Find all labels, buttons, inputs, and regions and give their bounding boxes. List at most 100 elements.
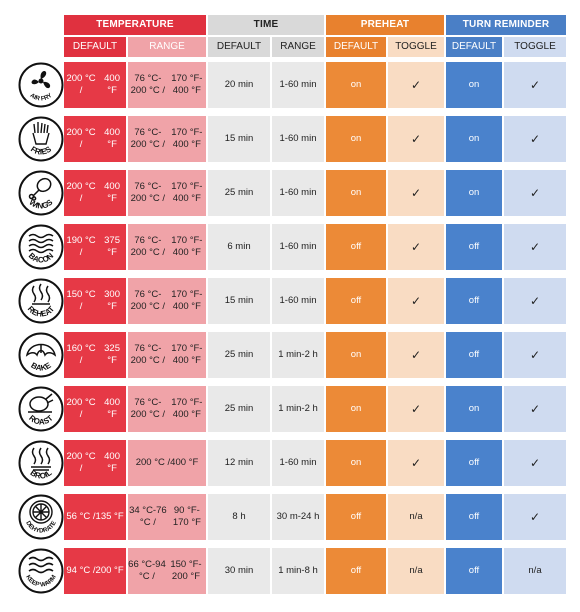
cell-line: 170 °F-400 °F — [171, 235, 203, 258]
time-default-cell: 15 min — [208, 278, 270, 324]
cell-line: 190 °C / — [66, 235, 96, 258]
column-header-preheat-default: DEFAULT — [326, 37, 386, 57]
time-range-cell: 1-60 min — [272, 224, 324, 270]
reminder-default-cell: off — [446, 332, 502, 378]
temp-default-cell: 200 °C / 400 °F — [64, 62, 126, 108]
cell-line: 200 °F — [95, 565, 124, 577]
reminder-default-cell: on — [446, 116, 502, 162]
preheat-default-cell: off — [326, 224, 386, 270]
reminder-toggle-cell: ✓ — [504, 386, 566, 432]
reminder-toggle-cell: ✓ — [504, 440, 566, 486]
reminder-toggle-cell: n/a — [504, 548, 566, 594]
temp-default-cell: 160 °C / 325 °F — [64, 332, 126, 378]
reminder-toggle-cell: ✓ — [504, 62, 566, 108]
reminder-toggle-cell: ✓ — [504, 278, 566, 324]
column-header-reminder-default: DEFAULT — [446, 37, 502, 57]
preheat-default-cell: on — [326, 116, 386, 162]
temp-range-cell: 76 °C-200 °C /170 °F-400 °F — [128, 62, 206, 108]
column-header-temp-range: RANGE — [128, 37, 206, 57]
time-range-cell: 1-60 min — [272, 278, 324, 324]
preheat-toggle-cell: ✓ — [388, 170, 444, 216]
mode-label: ROAST — [27, 413, 55, 426]
fan-icon: AIR FRY — [18, 62, 64, 108]
column-header-reminder-toggle: TOGGLE — [504, 37, 566, 57]
reminder-default-cell: off — [446, 224, 502, 270]
cell-line: 76 °C-200 °C / — [130, 235, 166, 258]
time-range-cell: 1 min-8 h — [272, 548, 324, 594]
reminder-default-cell: off — [446, 494, 502, 540]
cell-line: 170 °F-400 °F — [171, 343, 203, 366]
cell-line: 76 °C-200 °C / — [130, 343, 166, 366]
reminder-default-cell: off — [446, 440, 502, 486]
reminder-default-cell: off — [446, 548, 502, 594]
cell-line: 400 °F — [104, 451, 120, 474]
cell-line: 400 °F — [104, 397, 120, 420]
fries-icon: FRIES — [18, 116, 64, 162]
cell-line: 56 °C / — [66, 511, 96, 523]
preheat-default-cell: on — [326, 386, 386, 432]
cell-line: 170 °F-400 °F — [171, 289, 203, 312]
temp-default-cell: 56 °C /135 °F — [64, 494, 126, 540]
time-default-cell: 25 min — [208, 170, 270, 216]
cell-line: 400 °F — [104, 127, 120, 150]
preheat-toggle-cell: ✓ — [388, 62, 444, 108]
time-default-cell: 30 min — [208, 548, 270, 594]
cell-line: 170 °F-400 °F — [171, 397, 203, 420]
time-default-cell: 25 min — [208, 386, 270, 432]
preheat-default-cell: off — [326, 548, 386, 594]
temp-default-cell: 190 °C / 375 °F — [64, 224, 126, 270]
steam-icon: REHEAT — [18, 278, 64, 324]
time-default-cell: 20 min — [208, 62, 270, 108]
time-range-cell: 1-60 min — [272, 116, 324, 162]
cell-line: 90 °F-170 °F — [172, 505, 201, 528]
cell-line: 76 °C-200 °C / — [130, 73, 166, 96]
reminder-default-cell: on — [446, 170, 502, 216]
temp-range-cell: 34 °C-76 °C /90 °F-170 °F — [128, 494, 206, 540]
reminder-toggle-cell: ✓ — [504, 494, 566, 540]
cell-line: 200 °C / — [66, 127, 96, 150]
svg-text:REHEAT: REHEAT — [26, 304, 57, 318]
temp-range-cell: 76 °C-200 °C /170 °F-400 °F — [128, 332, 206, 378]
svg-text:BACON: BACON — [27, 251, 56, 264]
cell-line: 325 °F — [104, 343, 120, 366]
cell-line: 200 °C / — [66, 397, 96, 420]
cell-line: 300 °F — [104, 289, 120, 312]
temp-range-cell: 76 °C-200 °C /170 °F-400 °F — [128, 224, 206, 270]
svg-text:WINGS: WINGS — [28, 197, 55, 210]
croissant-icon: BAKE — [18, 332, 64, 378]
time-default-cell: 25 min — [208, 332, 270, 378]
warm-waves-icon: KEEP WARM — [18, 548, 64, 594]
time-range-cell: 1 min-2 h — [272, 386, 324, 432]
svg-text:BAKE: BAKE — [29, 360, 53, 372]
time-default-cell: 8 h — [208, 494, 270, 540]
group-header-time: TIME — [208, 15, 324, 35]
cell-line: 135 °F — [95, 511, 124, 523]
temp-range-cell: 76 °C-200 °C /170 °F-400 °F — [128, 116, 206, 162]
cell-line: 160 °C / — [66, 343, 96, 366]
cell-line: 76 °C-200 °C / — [130, 289, 166, 312]
group-header-temperature: TEMPERATURE — [64, 15, 206, 35]
svg-text:BROIL: BROIL — [28, 468, 53, 480]
time-default-cell: 15 min — [208, 116, 270, 162]
cell-line: 94 °C / — [66, 565, 96, 577]
bacon-icon: BACON — [18, 224, 64, 270]
mode-label: AIR FRY — [29, 91, 55, 102]
reminder-default-cell: off — [446, 278, 502, 324]
cell-line: 170 °F-400 °F — [171, 73, 203, 96]
mode-label: BROIL — [28, 468, 53, 480]
cell-line: 400 °F — [170, 457, 199, 469]
reminder-toggle-cell: ✓ — [504, 224, 566, 270]
column-header-time-range: RANGE — [272, 37, 324, 57]
cell-line: 200 °C / — [66, 451, 96, 474]
temp-range-cell: 76 °C-200 °C /170 °F-400 °F — [128, 170, 206, 216]
temp-default-cell: 150 °C / 300 °F — [64, 278, 126, 324]
time-range-cell: 1-60 min — [272, 62, 324, 108]
svg-text:AIR FRY: AIR FRY — [29, 91, 55, 102]
cell-line: 76 °C-200 °C / — [130, 397, 166, 420]
cell-line: 76 °C-200 °C / — [130, 127, 166, 150]
preheat-default-cell: off — [326, 278, 386, 324]
time-range-cell: 1-60 min — [272, 170, 324, 216]
column-header-temp-default: DEFAULT — [64, 37, 126, 57]
cell-line: 200 °C / — [135, 457, 171, 469]
temp-range-cell: 76 °C-200 °C /170 °F-400 °F — [128, 386, 206, 432]
